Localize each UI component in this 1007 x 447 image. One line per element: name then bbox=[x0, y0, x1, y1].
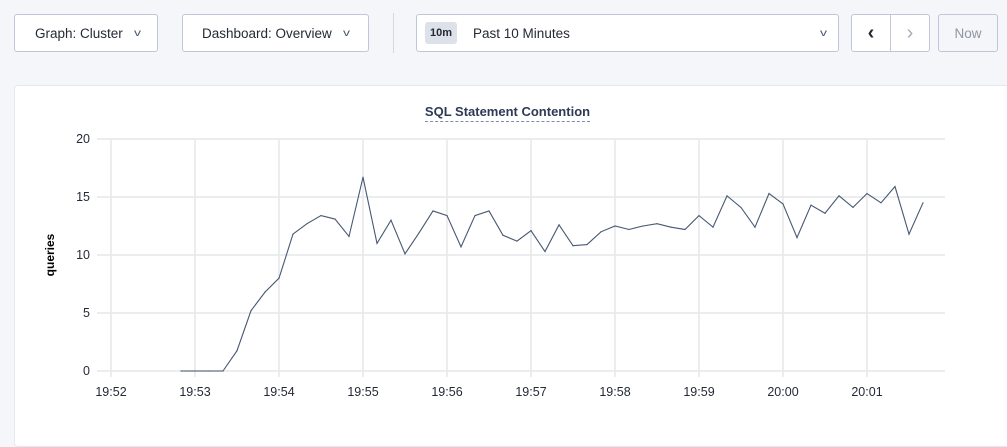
data-point bbox=[726, 195, 728, 197]
data-point bbox=[852, 206, 854, 209]
dashboard-select-label: Dashboard: Overview bbox=[202, 25, 332, 41]
data-point bbox=[838, 195, 840, 197]
x-tick-label: 19:58 bbox=[599, 385, 630, 399]
data-point bbox=[264, 291, 266, 293]
x-tick-label: 20:01 bbox=[851, 385, 882, 399]
data-point bbox=[404, 253, 406, 255]
series-line bbox=[181, 177, 924, 372]
x-tick-label: 19:55 bbox=[347, 385, 378, 399]
data-point bbox=[782, 203, 784, 205]
data-point bbox=[684, 228, 686, 231]
time-range-badge: 10m bbox=[425, 22, 458, 44]
x-tick-label: 19:52 bbox=[95, 385, 126, 399]
data-point bbox=[796, 237, 798, 239]
chevron-down-icon: v bbox=[133, 27, 141, 39]
data-point bbox=[208, 370, 210, 372]
data-point bbox=[530, 230, 532, 232]
data-point bbox=[572, 245, 574, 247]
data-point bbox=[600, 231, 602, 233]
data-point bbox=[586, 243, 588, 246]
y-tick-label: 5 bbox=[83, 306, 90, 320]
data-point bbox=[460, 246, 462, 248]
data-point bbox=[698, 214, 700, 217]
chevron-left-icon: ‹ bbox=[867, 21, 875, 44]
data-point bbox=[642, 225, 644, 227]
x-tick-label: 20:00 bbox=[767, 385, 798, 399]
data-point bbox=[712, 226, 714, 228]
data-point bbox=[334, 218, 336, 220]
x-tick-label: 19:54 bbox=[263, 385, 294, 399]
data-point bbox=[656, 223, 658, 225]
graph-select[interactable]: Graph: Cluster v bbox=[14, 14, 158, 52]
toolbar-divider bbox=[393, 13, 394, 53]
x-tick-label: 19:57 bbox=[515, 385, 546, 399]
data-point bbox=[670, 226, 672, 228]
data-point bbox=[544, 250, 546, 253]
data-point bbox=[292, 233, 294, 235]
data-point bbox=[432, 210, 434, 212]
y-tick-label: 15 bbox=[76, 190, 90, 204]
graph-select-label: Graph: Cluster bbox=[35, 25, 123, 41]
data-point bbox=[320, 214, 322, 217]
line-chart: 0 5 10 15 20 19:52 19:53 19:54 19:55 19:56 19:57 19… bbox=[43, 132, 945, 399]
y-tick-label: 10 bbox=[76, 248, 90, 262]
chevron-right-icon: › bbox=[906, 21, 914, 44]
data-point bbox=[362, 176, 364, 178]
chevron-down-icon: v bbox=[820, 27, 827, 39]
data-point bbox=[628, 228, 630, 231]
data-point bbox=[446, 214, 448, 217]
time-range-label: Past 10 Minutes bbox=[473, 25, 570, 41]
data-point bbox=[558, 224, 560, 226]
dashboard-select[interactable]: Dashboard: Overview v bbox=[182, 14, 369, 52]
data-point bbox=[278, 277, 280, 279]
data-point bbox=[376, 242, 378, 244]
now-label: Now bbox=[954, 25, 982, 41]
y-axis-label: queries bbox=[43, 233, 57, 276]
data-point bbox=[474, 214, 476, 217]
y-tick-label: 20 bbox=[76, 132, 90, 146]
x-tick-label: 19:53 bbox=[179, 385, 210, 399]
x-tick-label: 19:59 bbox=[683, 385, 714, 399]
data-point bbox=[922, 202, 924, 204]
data-point bbox=[348, 235, 350, 238]
data-point bbox=[880, 202, 882, 204]
chevron-down-icon: v bbox=[342, 27, 350, 39]
next-time-button[interactable]: › bbox=[890, 14, 930, 52]
data-point bbox=[740, 206, 742, 209]
data-point bbox=[194, 370, 196, 372]
y-tick-label: 0 bbox=[83, 364, 90, 378]
data-point bbox=[516, 240, 518, 242]
data-point bbox=[768, 192, 770, 195]
data-point bbox=[306, 223, 308, 225]
data-point bbox=[614, 225, 616, 227]
data-point bbox=[502, 234, 504, 236]
data-point bbox=[908, 233, 910, 235]
data-point bbox=[418, 232, 420, 234]
chart-title[interactable]: SQL Statement Contention bbox=[0, 104, 1007, 122]
data-point bbox=[222, 370, 224, 372]
data-point bbox=[236, 350, 238, 352]
data-point bbox=[250, 310, 252, 312]
data-point bbox=[894, 185, 896, 188]
data-point bbox=[866, 192, 868, 195]
chart-panel bbox=[14, 85, 1007, 447]
now-button[interactable]: Now bbox=[938, 14, 998, 52]
x-tick-label: 19:56 bbox=[431, 385, 462, 399]
data-point bbox=[810, 204, 812, 206]
data-point bbox=[180, 370, 182, 372]
time-range-select[interactable]: 10m Past 10 Minutes v bbox=[416, 14, 839, 52]
data-point bbox=[824, 212, 826, 214]
data-point bbox=[488, 210, 490, 212]
data-point bbox=[754, 226, 756, 228]
data-point bbox=[390, 219, 392, 221]
